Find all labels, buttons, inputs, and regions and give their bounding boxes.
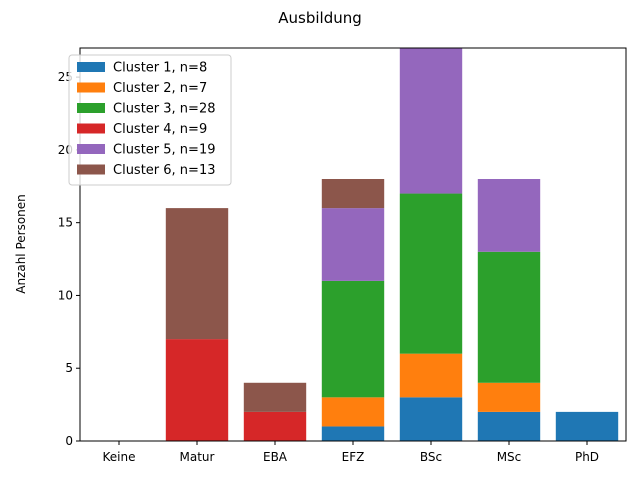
x-tick-label-matur: Matur bbox=[180, 450, 215, 464]
y-tick-label: 15 bbox=[58, 216, 73, 230]
legend: Cluster 1, n=8 Cluster 2, n=7 Cluster 3, n… bbox=[68, 54, 232, 186]
bar-bsc-series-5 bbox=[399, 48, 463, 194]
x-tick-label-efz: EFZ bbox=[342, 450, 365, 464]
bar-matur-series-4 bbox=[165, 339, 229, 441]
legend-swatch-series-3 bbox=[77, 103, 105, 113]
x-tick-label-phd: PhD bbox=[575, 450, 599, 464]
bar-bsc-series-3 bbox=[399, 193, 463, 354]
legend-swatch-series-4 bbox=[77, 123, 105, 134]
bar-msc-series-3 bbox=[477, 251, 541, 383]
legend-label-series-2: Cluster 2, n=7 bbox=[113, 81, 207, 96]
legend-label-series-1: Cluster 1, n=8 bbox=[113, 61, 207, 76]
y-tick-label: 0 bbox=[65, 434, 73, 448]
chart-title: Ausbildung bbox=[278, 9, 362, 27]
bar-msc-series-1 bbox=[477, 411, 541, 441]
y-tick-label: 5 bbox=[65, 361, 73, 375]
legend-swatch-series-1 bbox=[77, 62, 105, 72]
legend-swatch-series-6 bbox=[77, 164, 105, 175]
bar-phd-series-1 bbox=[555, 411, 619, 441]
bar-matur-series-6 bbox=[165, 208, 229, 340]
bar-eba-series-6 bbox=[243, 382, 307, 412]
bar-msc-series-5 bbox=[477, 179, 541, 252]
bars-group bbox=[165, 48, 619, 441]
bar-eba-series-4 bbox=[243, 411, 307, 441]
legend-label-series-3: Cluster 3, n=28 bbox=[113, 102, 215, 117]
legend-label-series-6: Cluster 6, n=13 bbox=[113, 163, 215, 178]
bar-bsc-series-2 bbox=[399, 353, 463, 398]
bar-efz-series-5 bbox=[321, 208, 385, 281]
x-tick-label-bsc: BSc bbox=[420, 450, 442, 464]
y-axis-label: Anzahl Personen bbox=[14, 194, 28, 294]
legend-swatch-series-5 bbox=[77, 144, 105, 154]
x-tick-label-eba: EBA bbox=[263, 450, 288, 464]
bar-efz-series-3 bbox=[321, 280, 385, 398]
bar-efz-series-2 bbox=[321, 397, 385, 427]
x-tick-label-msc: MSc bbox=[497, 450, 522, 464]
legend-box bbox=[68, 54, 232, 186]
bar-efz-series-1 bbox=[321, 426, 385, 441]
bar-msc-series-2 bbox=[477, 382, 541, 412]
bar-efz-series-6 bbox=[321, 179, 385, 209]
y-tick-label: 10 bbox=[58, 288, 73, 302]
legend-label-series-4: Cluster 4, n=9 bbox=[113, 122, 207, 137]
legend-swatch-series-2 bbox=[77, 82, 105, 93]
x-tick-label-keine: Keine bbox=[103, 450, 136, 464]
legend-label-series-5: Cluster 5, n=19 bbox=[113, 143, 215, 158]
bar-bsc-series-1 bbox=[399, 397, 463, 441]
